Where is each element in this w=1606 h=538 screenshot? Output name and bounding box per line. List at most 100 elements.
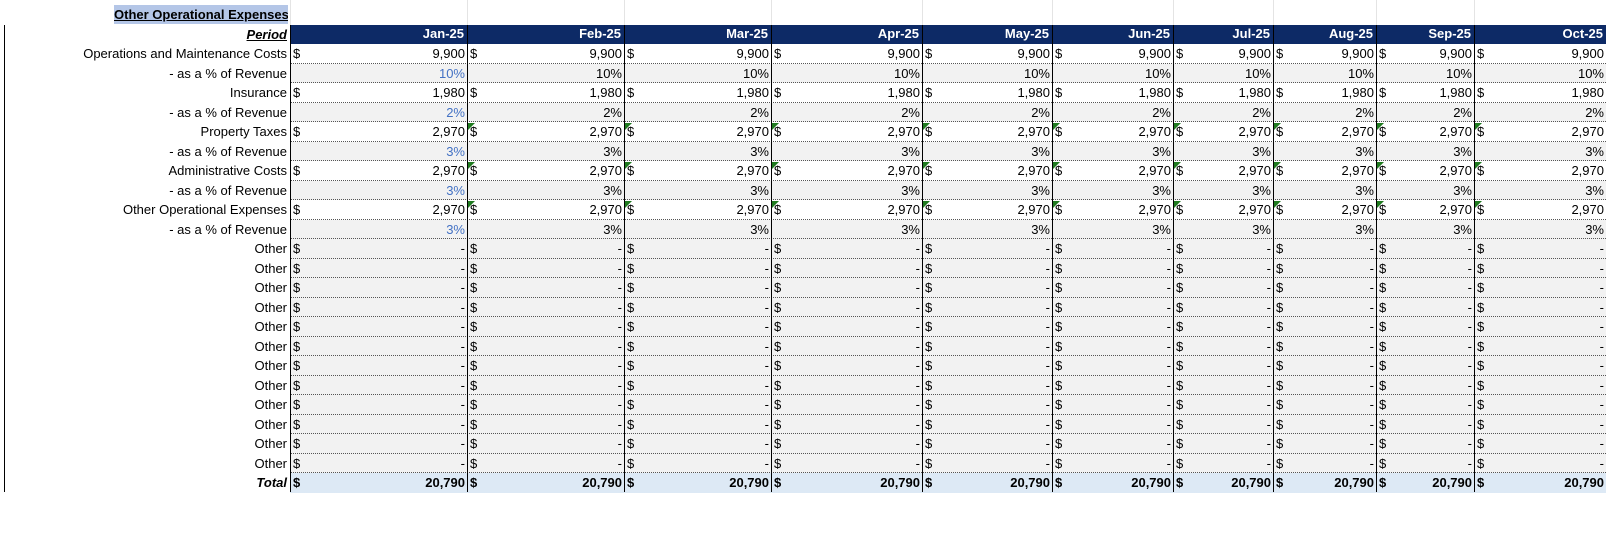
currency-symbol[interactable]: $: [290, 453, 467, 473]
value-cell[interactable]: -: [764, 358, 769, 373]
pct-cell[interactable]: 3%: [1052, 141, 1173, 161]
currency-symbol[interactable]: $: [624, 336, 771, 356]
month-header[interactable]: Jan-25: [290, 25, 467, 44]
value-cell[interactable]: 9,900: [1138, 46, 1171, 61]
value-cell[interactable]: 2,970: [1439, 163, 1472, 178]
pct-cell[interactable]: 3%: [1376, 141, 1474, 161]
value-cell[interactable]: -: [1266, 299, 1271, 315]
currency-symbol[interactable]: $: [627, 163, 635, 178]
currency-symbol[interactable]: $: [1052, 473, 1173, 493]
currency-symbol[interactable]: $: [1273, 414, 1376, 434]
value-cell[interactable]: -: [1467, 260, 1472, 276]
currency-symbol[interactable]: $: [1273, 317, 1376, 337]
currency-symbol[interactable]: $: [1477, 124, 1485, 139]
value-cell[interactable]: 2,970: [887, 124, 920, 139]
value-cell[interactable]: 9,900: [1439, 46, 1472, 61]
currency-symbol[interactable]: $: [1176, 124, 1184, 139]
currency-symbol[interactable]: $: [1273, 356, 1376, 376]
currency-symbol[interactable]: $: [467, 239, 624, 259]
currency-symbol[interactable]: $: [467, 395, 624, 415]
value-cell[interactable]: -: [1467, 455, 1472, 471]
currency-symbol[interactable]: $: [1276, 85, 1284, 100]
total-value-cell[interactable]: 20,790: [1231, 475, 1271, 490]
currency-symbol[interactable]: $: [1273, 473, 1376, 493]
pct-cell[interactable]: 3%: [467, 219, 624, 239]
currency-symbol[interactable]: $: [771, 473, 922, 493]
value-cell[interactable]: -: [915, 416, 920, 432]
pct-cell[interactable]: 10%: [1474, 63, 1606, 83]
currency-symbol[interactable]: $: [1477, 85, 1485, 100]
value-cell[interactable]: -: [617, 358, 622, 373]
value-cell[interactable]: -: [1599, 319, 1604, 334]
value-cell[interactable]: -: [1166, 280, 1171, 295]
currency-symbol[interactable]: $: [1173, 414, 1273, 434]
value-cell[interactable]: 2,970: [887, 163, 920, 178]
currency-symbol[interactable]: $: [624, 453, 771, 473]
value-cell[interactable]: -: [1467, 319, 1472, 334]
currency-symbol[interactable]: $: [1052, 356, 1173, 376]
pct-cell[interactable]: 3%: [922, 141, 1052, 161]
value-cell[interactable]: -: [1166, 455, 1171, 471]
currency-symbol[interactable]: $: [925, 85, 933, 100]
row-label[interactable]: Other: [254, 260, 287, 276]
row-label[interactable]: Other: [254, 455, 287, 471]
pct-cell[interactable]: 3%: [290, 219, 467, 239]
currency-symbol[interactable]: $: [774, 124, 782, 139]
value-cell[interactable]: -: [1599, 260, 1604, 276]
currency-symbol[interactable]: $: [470, 85, 478, 100]
currency-symbol[interactable]: $: [1052, 278, 1173, 298]
currency-symbol[interactable]: $: [290, 317, 467, 337]
pct-cell[interactable]: 2%: [1273, 102, 1376, 122]
currency-symbol[interactable]: $: [1055, 124, 1063, 139]
value-cell[interactable]: 2,970: [1341, 124, 1374, 139]
total-value-cell[interactable]: 20,790: [1131, 475, 1171, 490]
row-label[interactable]: Other: [254, 241, 287, 256]
value-cell[interactable]: -: [1166, 377, 1171, 393]
total-value-cell[interactable]: 20,790: [1564, 475, 1604, 490]
value-cell[interactable]: -: [1266, 319, 1271, 334]
value-cell[interactable]: -: [1369, 358, 1374, 373]
currency-symbol[interactable]: $: [470, 163, 478, 178]
currency-symbol[interactable]: $: [467, 336, 624, 356]
value-cell[interactable]: -: [1166, 260, 1171, 276]
value-cell[interactable]: -: [617, 280, 622, 295]
currency-symbol[interactable]: $: [627, 202, 635, 217]
value-cell[interactable]: -: [1045, 358, 1050, 373]
value-cell[interactable]: -: [764, 241, 769, 256]
pct-cell[interactable]: 3%: [1173, 141, 1273, 161]
value-cell[interactable]: -: [1045, 319, 1050, 334]
currency-symbol[interactable]: $: [771, 434, 922, 454]
value-cell[interactable]: 2,970: [1571, 163, 1604, 178]
currency-symbol[interactable]: $: [624, 258, 771, 278]
row-label[interactable]: Other: [254, 436, 287, 451]
value-cell[interactable]: -: [915, 299, 920, 315]
value-cell[interactable]: -: [1045, 260, 1050, 276]
currency-symbol[interactable]: $: [1474, 453, 1606, 473]
currency-symbol[interactable]: $: [1052, 375, 1173, 395]
value-cell[interactable]: 2,970: [1138, 163, 1171, 178]
pct-cell[interactable]: 2%: [290, 102, 467, 122]
value-cell[interactable]: -: [1369, 455, 1374, 471]
month-header[interactable]: Sep-25: [1376, 25, 1474, 44]
currency-symbol[interactable]: $: [774, 163, 782, 178]
pct-cell[interactable]: 3%: [771, 219, 922, 239]
value-cell[interactable]: -: [1369, 416, 1374, 432]
currency-symbol[interactable]: $: [624, 375, 771, 395]
total-value-cell[interactable]: 20,790: [880, 475, 920, 490]
currency-symbol[interactable]: $: [1052, 434, 1173, 454]
currency-symbol[interactable]: $: [624, 317, 771, 337]
currency-symbol[interactable]: $: [290, 297, 467, 317]
currency-symbol[interactable]: $: [922, 239, 1052, 259]
value-cell[interactable]: -: [764, 397, 769, 412]
currency-symbol[interactable]: $: [1376, 434, 1474, 454]
total-value-cell[interactable]: 20,790: [1010, 475, 1050, 490]
currency-symbol[interactable]: $: [290, 278, 467, 298]
value-cell[interactable]: -: [617, 260, 622, 276]
value-cell[interactable]: -: [1599, 299, 1604, 315]
total-value-cell[interactable]: 20,790: [582, 475, 622, 490]
currency-symbol[interactable]: $: [922, 317, 1052, 337]
pct-cell[interactable]: 3%: [1273, 219, 1376, 239]
value-cell[interactable]: 2,970: [1017, 202, 1050, 217]
pct-cell[interactable]: 10%: [624, 63, 771, 83]
value-cell[interactable]: -: [764, 260, 769, 276]
